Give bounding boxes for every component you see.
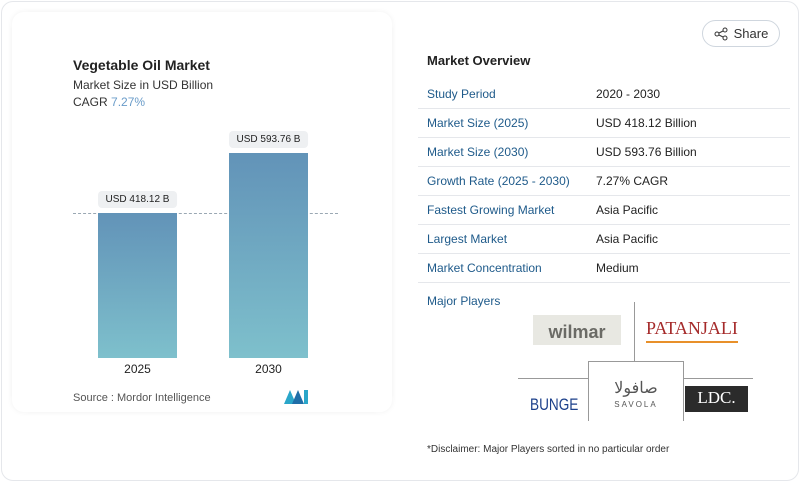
x-tick-label: 2025 (124, 362, 151, 376)
row-label: Study Period (427, 87, 496, 101)
share-icon (714, 27, 728, 40)
row-value: USD 418.12 Billion (596, 116, 697, 130)
wilmar-logo: wilmar (533, 315, 621, 345)
row-value: USD 593.76 Billion (596, 145, 697, 159)
overview-row: Fastest Growing Market Asia Pacific (418, 196, 790, 225)
row-label: Growth Rate (2025 - 2030) (427, 174, 570, 188)
chart-card (12, 12, 392, 412)
row-label: Market Size (2025) (427, 116, 529, 130)
overview-row: Market Concentration Medium (418, 254, 790, 283)
row-label: Market Concentration (427, 261, 542, 275)
row-value: Asia Pacific (596, 232, 659, 246)
source: Source : Mordor Intelligence (73, 392, 211, 404)
bar-2030 (229, 152, 308, 358)
cagr-label: CAGR (73, 95, 108, 109)
major-players-label: Major Players (427, 294, 501, 308)
share-button[interactable]: Share (702, 20, 780, 47)
savola-box (588, 361, 684, 421)
divider (683, 378, 753, 379)
overview-row: Study Period 2020 - 2030 (418, 80, 790, 109)
share-label: Share (733, 26, 769, 41)
cagr: CAGR 7.27% (73, 95, 145, 109)
overview-row: Market Size (2025) USD 418.12 Billion (418, 109, 790, 138)
overview-row: Growth Rate (2025 - 2030) 7.27% CAGR (418, 167, 790, 196)
data-label: USD 593.76 B (228, 130, 309, 148)
data-label: USD 418.12 B (97, 191, 178, 209)
row-value: Asia Pacific (596, 203, 659, 217)
savola-arabic-icon: صافولا (614, 380, 658, 397)
cagr-value: 7.27% (111, 95, 146, 109)
row-label: Market Size (2030) (427, 145, 529, 159)
row-value: 2020 - 2030 (596, 87, 661, 101)
ldc-logo: LDC. (685, 386, 748, 412)
divider (518, 378, 588, 379)
reference-line (73, 213, 338, 214)
x-tick-label: 2030 (255, 362, 282, 376)
bar-2025 (98, 213, 177, 358)
row-value: 7.27% CAGR (596, 174, 669, 188)
overview-row: Market Size (2030) USD 593.76 Billion (418, 138, 790, 167)
overview-title: Market Overview (427, 53, 531, 68)
patanjali-logo: PATANJALI (646, 318, 738, 343)
savola-logo: SAVOLA (614, 400, 658, 409)
bunge-logo: BUNGE (530, 395, 579, 414)
chart-subtitle: Market Size in USD Billion (73, 78, 214, 92)
chart-title: Vegetable Oil Market (73, 57, 210, 73)
disclaimer: *Disclaimer: Major Players sorted in no … (427, 444, 670, 455)
mordor-logo-icon (284, 390, 308, 404)
row-label: Largest Market (427, 232, 508, 246)
row-value: Medium (596, 261, 639, 275)
divider (634, 302, 635, 361)
overview-row: Largest Market Asia Pacific (418, 225, 790, 254)
row-label: Fastest Growing Market (427, 203, 555, 217)
